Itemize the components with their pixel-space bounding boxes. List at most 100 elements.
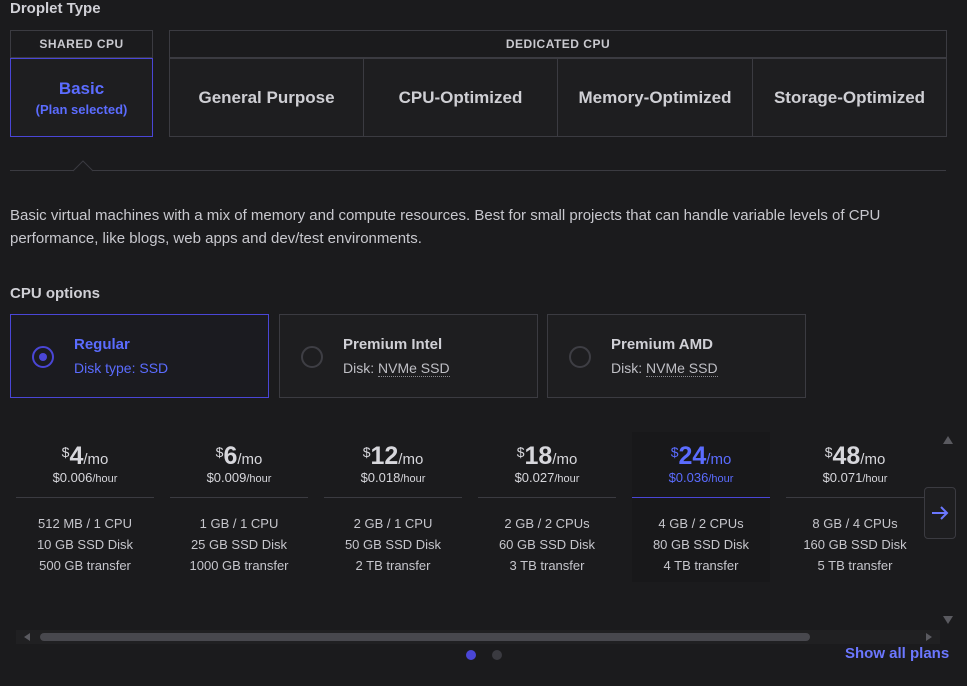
plan-spec-memory-cpu: 4 GB / 2 CPUs: [632, 516, 770, 531]
dedicated-cpu-label: DEDICATED CPU: [169, 30, 947, 58]
scrollbar-thumb[interactable]: [40, 633, 810, 641]
scroll-up-icon: [943, 436, 953, 444]
tab-general-purpose-label: General Purpose: [198, 87, 335, 107]
hourly-unit: /hour: [708, 473, 734, 485]
tab-basic[interactable]: Basic (Plan selected): [10, 58, 153, 137]
plan-spec-disk: 80 GB SSD Disk: [652, 537, 750, 552]
cpu-option-premium-intel[interactable]: Premium Intel Disk: NVMe SSD: [279, 314, 538, 398]
tab-memory-optimized-label: Memory-Optimized: [578, 87, 732, 107]
disk-label: Disk:: [343, 360, 375, 376]
plan-spec-disk: 50 GB SSD Disk: [344, 537, 442, 552]
plan-card[interactable]: $48/mo $0.071/hour 8 GB / 4 CPUs 160 GB …: [786, 432, 924, 582]
pagination-dot[interactable]: [492, 650, 502, 660]
tab-storage-optimized-label: Storage-Optimized: [773, 87, 926, 107]
scroll-left-icon[interactable]: [22, 632, 32, 642]
price-amount: 18: [524, 442, 553, 470]
price-amount: 48: [832, 442, 861, 470]
currency: $: [61, 444, 70, 460]
plan-card[interactable]: $18/mo $0.027/hour 2 GB / 2 CPUs 60 GB S…: [478, 432, 616, 582]
droplet-type-heading: Droplet Type: [10, 0, 101, 17]
plan-spec-memory-cpu: 8 GB / 4 CPUs: [786, 516, 924, 531]
plan-price: $4/mo: [16, 442, 154, 471]
plan-price: $24/mo: [632, 442, 770, 471]
hourly-unit: /hour: [862, 473, 888, 485]
spec-memory: 8 GB: [812, 516, 842, 531]
plan-spec-transfer: 5 TB transfer: [817, 558, 893, 573]
plan-card-selected[interactable]: $24/mo $0.036/hour 4 GB / 2 CPUs 80 GB S…: [632, 432, 770, 582]
plan-spec-transfer: 500 GB transfer: [39, 558, 131, 573]
next-plans-button[interactable]: [924, 487, 956, 539]
plan-spec-memory-cpu: 2 GB / 1 CPU: [324, 516, 462, 531]
shared-cpu-label: SHARED CPU: [10, 30, 153, 58]
arrow-right-icon: [932, 506, 949, 520]
disk-label: Disk:: [611, 360, 643, 376]
spec-memory: 1 GB: [199, 516, 230, 531]
hourly-unit: /hour: [400, 473, 426, 485]
tab-cpu-optimized[interactable]: CPU-Optimized: [363, 58, 558, 137]
scroll-down-icon: [943, 616, 953, 624]
hourly-amount: $0.027: [514, 470, 555, 485]
disk-value: NVMe SSD: [646, 360, 718, 377]
hourly-amount: $0.036: [668, 470, 709, 485]
plan-divider: [170, 497, 308, 498]
tab-basic-sub: (Plan selected): [35, 101, 128, 117]
hourly-amount: $0.018: [360, 470, 401, 485]
pagination-dot-active[interactable]: [466, 650, 476, 660]
plan-hourly: $0.027/hour: [478, 470, 616, 485]
price-unit: /mo: [83, 451, 109, 468]
plan-divider: [16, 497, 154, 498]
price-unit: /mo: [398, 451, 424, 468]
cpu-option-name: Premium AMD: [611, 336, 713, 353]
show-all-plans-link[interactable]: Show all plans: [845, 645, 950, 662]
plan-hourly: $0.036/hour: [632, 470, 770, 485]
radio-icon[interactable]: [569, 346, 591, 368]
plan-spec-transfer: 2 TB transfer: [355, 558, 431, 573]
cpu-option-name: Regular: [74, 336, 130, 353]
caret-up-icon: [73, 160, 93, 172]
spec-separator: /: [687, 516, 699, 531]
radio-icon[interactable]: [301, 346, 323, 368]
cpu-option-name: Premium Intel: [343, 336, 443, 353]
hourly-amount: $0.006: [52, 470, 93, 485]
tab-memory-optimized[interactable]: Memory-Optimized: [557, 58, 753, 137]
plan-spec-memory-cpu: 512 MB / 1 CPU: [16, 516, 154, 531]
hourly-amount: $0.071: [822, 470, 863, 485]
plan-hourly: $0.009/hour: [170, 470, 308, 485]
plan-divider: [632, 497, 770, 498]
plan-hourly: $0.071/hour: [786, 470, 924, 485]
spec-memory: 2 GB: [353, 516, 384, 531]
section-divider: [10, 170, 946, 171]
cpu-option-disk: Disk type: SSD: [74, 360, 169, 376]
currency: $: [215, 444, 224, 460]
plan-card[interactable]: $6/mo $0.009/hour 1 GB / 1 CPU 25 GB SSD…: [170, 432, 308, 582]
tab-basic-label: Basic: [58, 78, 105, 98]
price-amount: 12: [370, 442, 399, 470]
radio-selected-icon[interactable]: [32, 346, 54, 368]
scroll-right-icon[interactable]: [924, 632, 934, 642]
tab-cpu-optimized-label: CPU-Optimized: [398, 87, 523, 107]
disk-value: NVMe SSD: [378, 360, 450, 377]
horizontal-scrollbar[interactable]: [16, 630, 940, 644]
tab-storage-optimized[interactable]: Storage-Optimized: [752, 58, 947, 137]
hourly-unit: /hour: [246, 473, 272, 485]
plan-hourly: $0.018/hour: [324, 470, 462, 485]
plan-price: $6/mo: [170, 442, 308, 471]
plan-divider: [324, 497, 462, 498]
price-amount: 4: [69, 442, 84, 470]
vertical-scrollbar[interactable]: [941, 432, 955, 628]
plan-price: $48/mo: [786, 442, 924, 471]
hourly-amount: $0.009: [206, 470, 247, 485]
spec-memory: 512 MB: [38, 516, 83, 531]
cpu-option-premium-amd[interactable]: Premium AMD Disk: NVMe SSD: [547, 314, 806, 398]
plan-spec-disk: 25 GB SSD Disk: [190, 537, 288, 552]
cpu-option-regular[interactable]: Regular Disk type: SSD: [10, 314, 269, 398]
cpu-option-disk: Disk: NVMe SSD: [611, 360, 718, 377]
price-unit: /mo: [860, 451, 886, 468]
plan-spec-transfer: 3 TB transfer: [509, 558, 585, 573]
plan-spec-transfer: 1000 GB transfer: [189, 558, 289, 573]
tab-general-purpose[interactable]: General Purpose: [169, 58, 364, 137]
plan-spec-disk: 60 GB SSD Disk: [498, 537, 596, 552]
spec-cpu: 1 CPU: [93, 516, 132, 531]
plan-card[interactable]: $4/mo $0.006/hour 512 MB / 1 CPU 10 GB S…: [16, 432, 154, 582]
plan-card[interactable]: $12/mo $0.018/hour 2 GB / 1 CPU 50 GB SS…: [324, 432, 462, 582]
